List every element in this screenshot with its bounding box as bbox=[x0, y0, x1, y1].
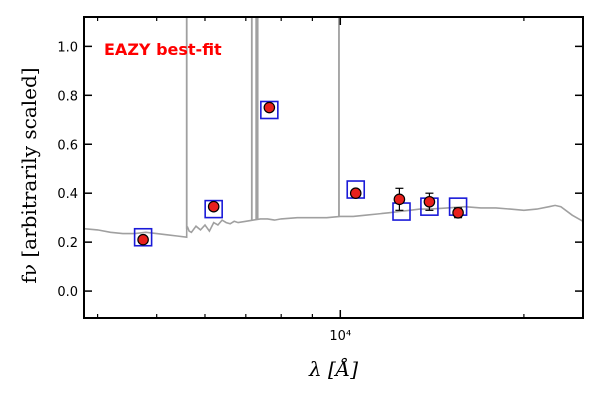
y-tick-label: 0.4 bbox=[57, 187, 78, 202]
observed-flux-point bbox=[452, 206, 464, 219]
y-tick-label: 0.6 bbox=[57, 138, 78, 153]
y-tick-label: 0.2 bbox=[57, 236, 78, 251]
y-tick-label: 0.8 bbox=[57, 89, 78, 104]
x-axis-title: λ [Å] bbox=[308, 356, 358, 381]
observed-flux-point bbox=[207, 200, 220, 213]
y-tick-label: 0.0 bbox=[57, 285, 78, 300]
observed-flux-point bbox=[349, 187, 362, 199]
x-tick-label: 10⁴ bbox=[329, 329, 351, 344]
model-flux-square bbox=[204, 199, 223, 219]
fit-annotation: EAZY best-fit bbox=[104, 40, 222, 59]
model-flux-square bbox=[133, 227, 153, 247]
model-flux-square bbox=[260, 100, 279, 120]
y-axis-title: fν [arbitrarily scaled] bbox=[17, 67, 41, 283]
y-tick-label: 1.0 bbox=[57, 40, 78, 55]
plot-area bbox=[83, 17, 584, 247]
observed-flux-point bbox=[263, 101, 276, 114]
plot-frame bbox=[83, 16, 584, 319]
observed-flux-point bbox=[393, 193, 406, 206]
axis-ticks: 0.0 0.2 0.4 0.6 0.8 1.0 10⁴ bbox=[57, 17, 583, 344]
observed-flux-point bbox=[423, 195, 436, 208]
observed-flux-point bbox=[137, 233, 149, 246]
template-spectrum-line bbox=[83, 204, 584, 239]
